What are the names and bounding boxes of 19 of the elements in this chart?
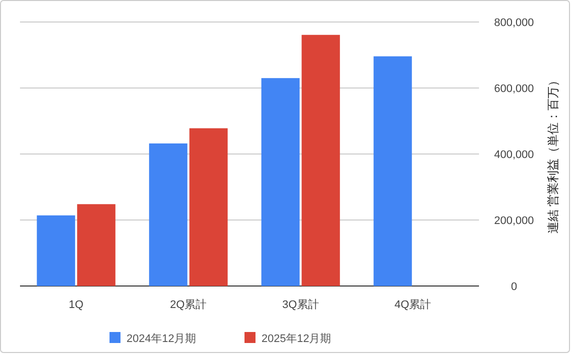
y-tick-label: 200,000 (494, 214, 534, 227)
y-tick-label: 400,000 (494, 148, 534, 161)
bar (261, 78, 300, 286)
x-tick-label: 4Q累計 (394, 298, 432, 311)
bar (149, 143, 188, 286)
bar (36, 215, 76, 286)
x-tick-label: 2Q累計 (170, 298, 207, 311)
bar (189, 128, 228, 286)
legend-label: 2024年12月期 (126, 332, 196, 345)
y-tick-label: 0 (510, 280, 518, 293)
bar (374, 56, 412, 286)
x-tick-label: 1Q (68, 299, 84, 311)
bar (302, 34, 340, 286)
legend-label: 2025年12月期 (262, 332, 332, 345)
bar (77, 204, 116, 286)
y-tick-label: 800,000 (494, 16, 534, 29)
x-tick-label: 3Q累計 (282, 298, 319, 311)
y-tick-label: 600,000 (494, 82, 534, 95)
y-axis-title: 連結 営業利益（単位：百万） (546, 74, 560, 234)
